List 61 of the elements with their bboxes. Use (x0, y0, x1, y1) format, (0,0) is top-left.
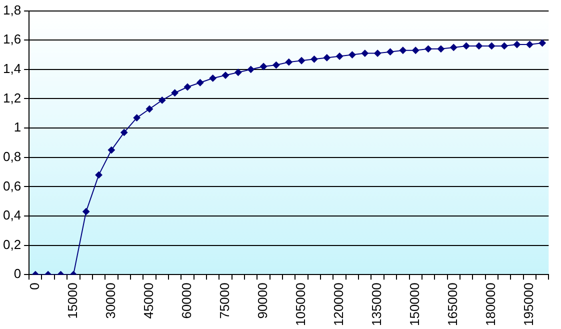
point (488, 42, 496, 50)
x-tick-label: 15000 (65, 282, 80, 319)
y-tick-label: 0 (14, 266, 22, 282)
x-tick-label: 135000 (369, 282, 384, 326)
point (513, 41, 520, 48)
point (209, 74, 216, 82)
x-tick-label: 75000 (217, 282, 232, 319)
point (374, 50, 382, 57)
x-tick-label: 105000 (293, 282, 308, 326)
point (234, 68, 242, 76)
x-tick-label: 150000 (407, 282, 422, 326)
point (133, 114, 140, 122)
point (272, 62, 280, 69)
point (158, 96, 166, 104)
y-tick-label: 0,6 (2, 178, 22, 194)
y-tick-label: 1,6 (2, 32, 22, 47)
y-tick-label: 1,4 (2, 61, 22, 76)
x-tick-label: 45000 (141, 282, 156, 319)
x-tick-label: 0 (26, 282, 42, 290)
point (184, 84, 191, 91)
point (196, 79, 204, 86)
point (336, 52, 344, 60)
point (538, 40, 546, 47)
point (82, 208, 90, 216)
y-tick-label: 1 (14, 120, 22, 135)
point (386, 48, 394, 56)
x-tick-label: 180000 (483, 282, 498, 326)
point (424, 45, 432, 52)
point (399, 46, 406, 54)
point (526, 41, 534, 48)
point (462, 42, 470, 50)
point (95, 171, 102, 178)
point (412, 46, 420, 54)
x-tick-label: 120000 (331, 282, 346, 326)
point (323, 54, 330, 62)
x-tick-label: 165000 (445, 282, 460, 326)
point (260, 62, 268, 70)
point (475, 42, 482, 50)
point (108, 146, 115, 154)
point (120, 128, 128, 136)
y-tick-label: 0,8 (2, 148, 22, 164)
x-tick-label: 60000 (179, 282, 194, 319)
point (171, 89, 178, 96)
y-tick-label: 1,8 (2, 2, 22, 18)
point (450, 44, 458, 51)
point (222, 72, 230, 79)
x-tick-label: 90000 (255, 282, 270, 319)
point (500, 42, 508, 50)
point (247, 66, 254, 73)
x-tick-label: 30000 (103, 282, 118, 319)
point (285, 58, 292, 66)
point (146, 106, 153, 112)
point (348, 51, 356, 58)
y-tick-label: 0,4 (2, 208, 22, 223)
point (298, 57, 306, 64)
x-tick-label: 195000 (521, 282, 536, 326)
point (310, 56, 318, 63)
y-tick-label: 1,2 (2, 90, 22, 106)
point (361, 50, 368, 57)
y-tick-label: 0,2 (2, 236, 22, 252)
point (437, 45, 444, 52)
